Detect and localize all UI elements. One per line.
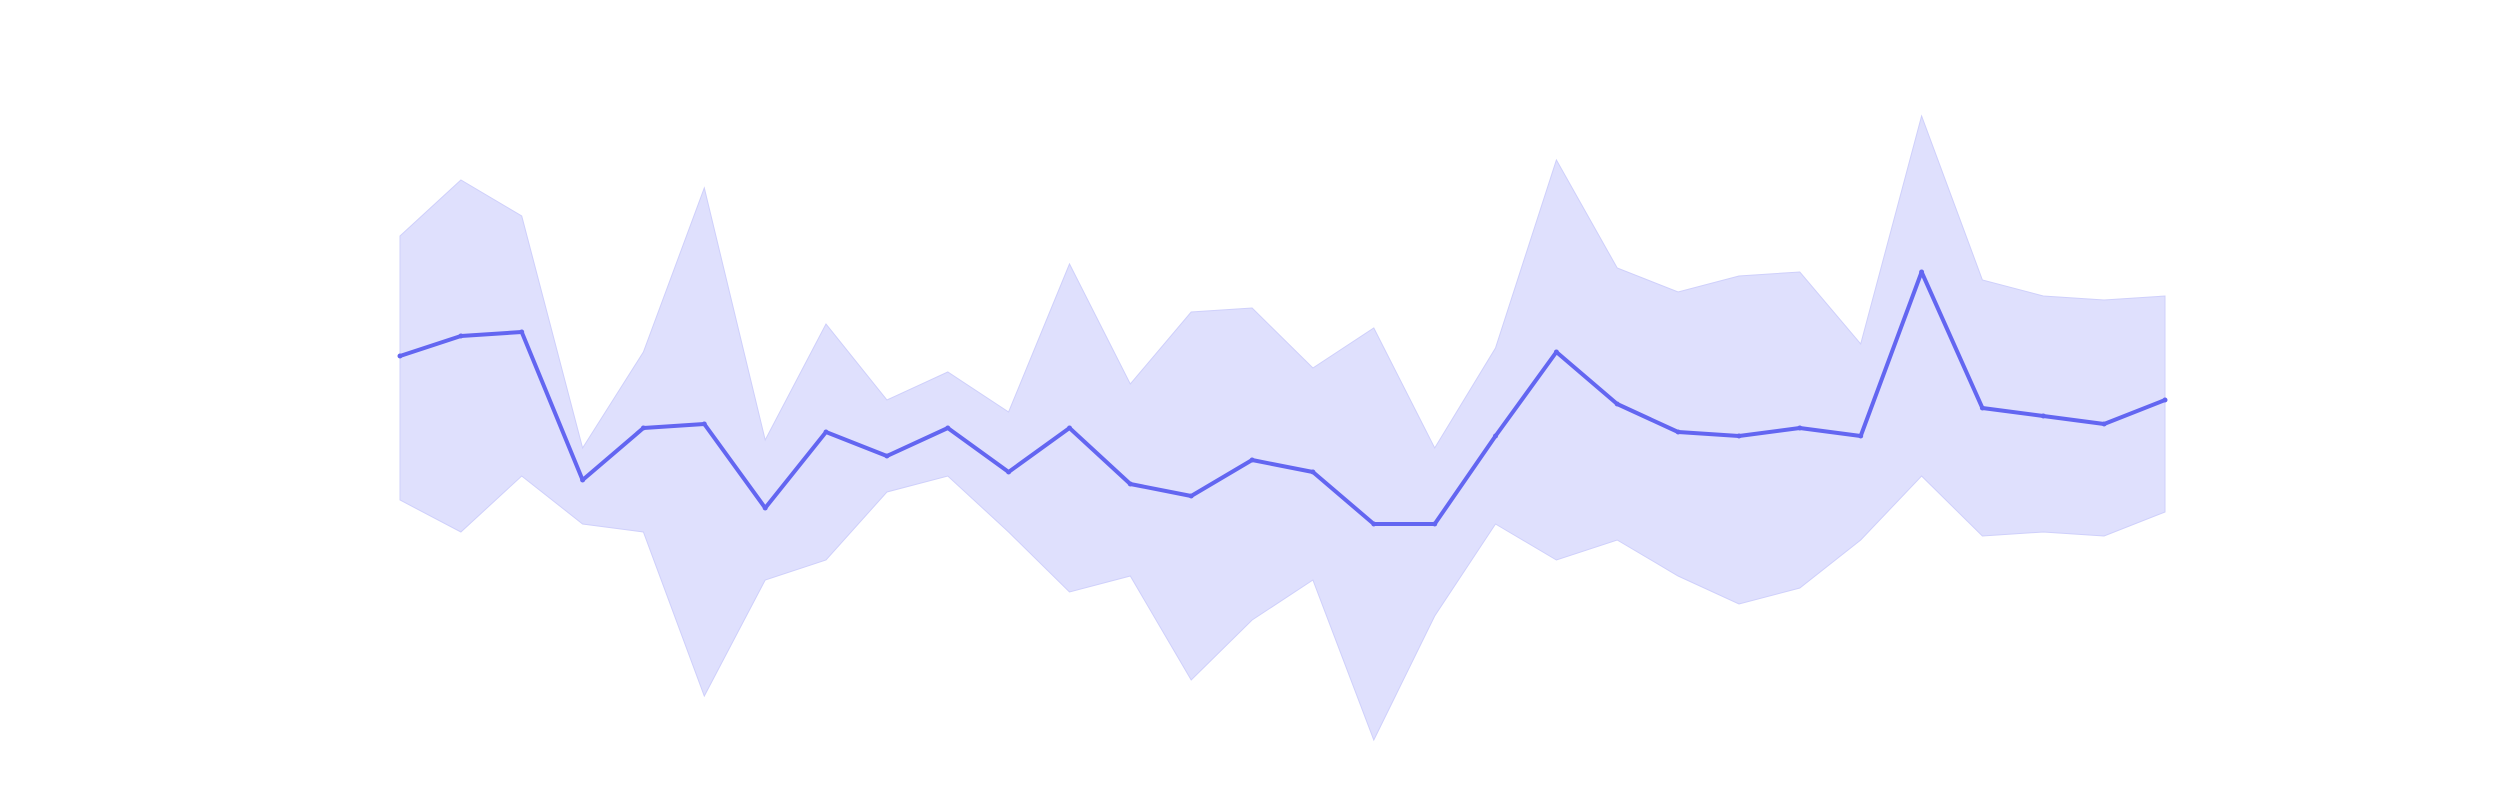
- data-point: [1310, 469, 1316, 475]
- data-point: [458, 333, 464, 339]
- data-point: [2101, 421, 2107, 427]
- data-point: [1919, 269, 1925, 275]
- data-point: [1979, 405, 1985, 411]
- series-line: [398, 270, 2167, 526]
- data-point: [1675, 429, 1681, 435]
- data-point: [1614, 401, 1620, 407]
- series-point-layer: [397, 269, 2168, 527]
- data-point: [1067, 425, 1072, 431]
- data-point: [945, 425, 951, 431]
- confidence-band: [399, 114, 2166, 742]
- data-point: [1858, 433, 1864, 439]
- data-point: [1188, 493, 1194, 499]
- data-point: [640, 425, 646, 431]
- data-point: [823, 429, 829, 435]
- data-point: [762, 505, 768, 511]
- data-point: [1432, 521, 1438, 527]
- data-point: [701, 421, 707, 427]
- data-point: [1493, 433, 1498, 439]
- confidence-band-layer: [399, 114, 2166, 742]
- data-point: [1797, 425, 1803, 431]
- data-point: [2162, 397, 2168, 403]
- data-point: [1249, 457, 1255, 463]
- data-point: [1553, 349, 1559, 355]
- data-point: [1736, 433, 1742, 439]
- data-point: [1127, 481, 1133, 487]
- data-point: [884, 453, 890, 459]
- data-point: [397, 353, 403, 359]
- data-point: [519, 329, 525, 335]
- data-point: [580, 477, 586, 483]
- series-line-layer: [398, 270, 2167, 526]
- data-point: [1371, 521, 1377, 527]
- data-point: [2040, 413, 2046, 419]
- data-point: [1006, 469, 1012, 475]
